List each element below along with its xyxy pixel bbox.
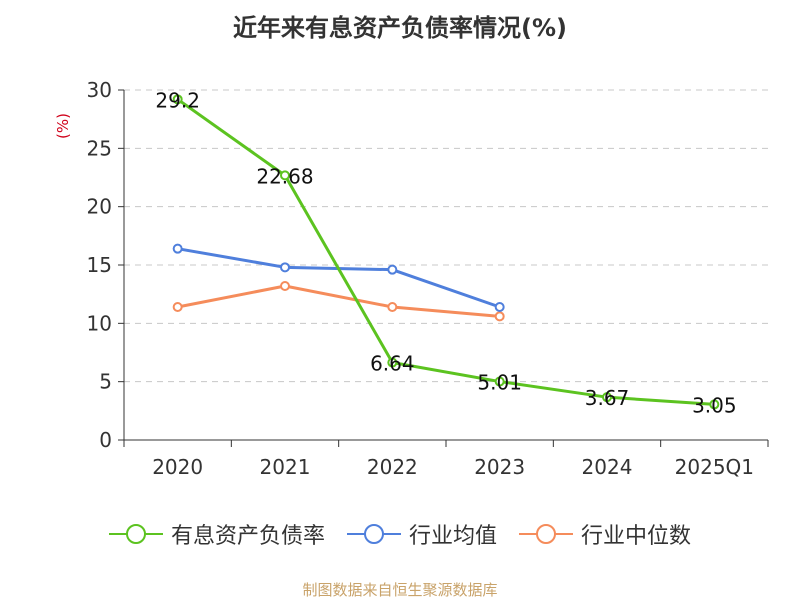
- data-point: [494, 302, 505, 312]
- data-point: [387, 302, 398, 312]
- data-point: [387, 264, 398, 275]
- data-point: [494, 311, 505, 322]
- x-tick-label: 2025Q1: [675, 455, 754, 479]
- x-tick-label: 2020: [152, 455, 203, 479]
- data-label: 5.01: [477, 371, 522, 395]
- data-label: 3.05: [692, 393, 737, 417]
- legend-item[interactable]: 行业均值: [346, 518, 497, 550]
- data-point: [602, 392, 612, 403]
- y-tick-label: 20: [87, 195, 112, 219]
- legend-item[interactable]: 有息资产负债率: [108, 518, 325, 550]
- x-tick-label: 2022: [367, 455, 418, 479]
- x-tick-label: 2023: [474, 455, 525, 479]
- legend-line-marker-icon: [108, 524, 163, 544]
- legend: 有息资产负债率 行业均值 行业中位数: [0, 518, 800, 550]
- data-point: [709, 399, 720, 410]
- y-tick-label: 0: [99, 428, 112, 452]
- data-point: [280, 262, 290, 273]
- data-point: [280, 170, 290, 181]
- legend-line-marker-icon: [519, 524, 573, 544]
- y-tick-label: 30: [87, 78, 112, 102]
- data-label: 6.64: [370, 352, 415, 376]
- legend-line-marker-icon: [346, 524, 401, 544]
- y-tick-label: 10: [87, 311, 112, 335]
- y-tick-label: 25: [87, 136, 112, 160]
- y-axis-unit: (%): [54, 113, 72, 139]
- series-line: [177, 284, 500, 318]
- source-note: 制图数据来自恒生聚源数据库: [302, 581, 498, 599]
- legend-label: 有息资产负债率: [170, 524, 325, 549]
- x-tick-label: 2021: [260, 455, 311, 479]
- data-label: 22.68: [256, 164, 313, 188]
- data-label: 29.2: [155, 88, 200, 112]
- data-point: [172, 302, 183, 312]
- data-label: 3.67: [585, 386, 630, 410]
- data-point: [280, 281, 290, 291]
- data-point: [172, 94, 183, 105]
- legend-label: 行业均值: [408, 524, 497, 549]
- y-tick-label: 15: [87, 253, 112, 277]
- chart-title: 近年来有息资产负债率情况(%): [233, 14, 567, 42]
- x-tick-label: 2024: [582, 455, 633, 479]
- series-line: [176, 98, 715, 406]
- legend-label: 行业中位数: [581, 524, 692, 549]
- data-point: [494, 376, 505, 387]
- y-tick-label: 5: [99, 370, 112, 394]
- data-point: [172, 243, 183, 254]
- legend-item[interactable]: 行业中位数: [519, 518, 691, 550]
- data-point: [387, 357, 398, 368]
